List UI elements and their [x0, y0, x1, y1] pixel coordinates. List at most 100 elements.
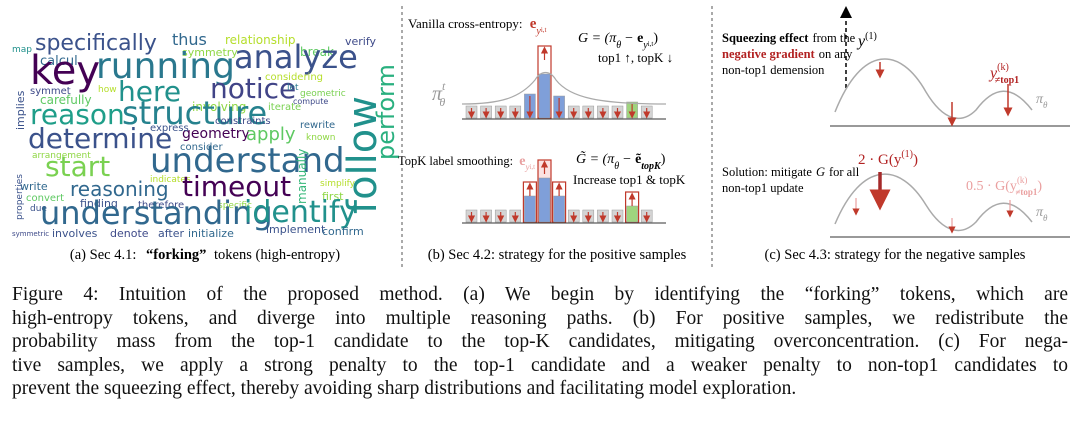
curve — [834, 173, 1033, 232]
subscript: θ — [616, 40, 621, 51]
formula: G̃ = (πθ − ẽtopK) — [576, 151, 666, 172]
text: ) — [1037, 179, 1042, 194]
subscript: ≠top1 — [1015, 187, 1037, 197]
word: timeout — [182, 170, 291, 203]
word: iterate — [268, 102, 301, 113]
symbol: π — [1036, 205, 1044, 220]
word: structure — [122, 94, 267, 132]
policy-label: πθ — [1036, 205, 1048, 223]
word: map — [12, 45, 32, 55]
word: understand — [150, 141, 345, 181]
distribution-curves — [830, 58, 1070, 238]
word: how — [98, 85, 117, 95]
subscript: ≠top1 — [995, 75, 1019, 86]
word: first — [322, 190, 344, 203]
word: analyze — [234, 38, 358, 76]
caption-line: tive samples, we apply a strong penalty … — [12, 354, 1068, 376]
word: denote — [110, 227, 149, 240]
word: thus — [172, 30, 207, 49]
word: specific — [218, 201, 252, 211]
operator: − — [623, 152, 631, 167]
word: here — [118, 75, 181, 108]
word: geometry — [182, 126, 250, 142]
curve — [461, 71, 667, 105]
text: on any — [819, 47, 853, 61]
effect-line: Squeezing effect from the — [722, 31, 856, 45]
word: symmet — [30, 86, 71, 97]
formula-part: G̃ = (π — [576, 151, 615, 167]
word: specifically — [35, 31, 157, 56]
curve — [834, 58, 1033, 119]
word: due — [30, 204, 47, 214]
word: consider — [180, 142, 223, 153]
word: indicates — [150, 175, 191, 185]
formula-part: ) — [653, 31, 658, 46]
subscript: θ — [1043, 100, 1048, 110]
word: reasoning — [70, 177, 169, 201]
formula: G = (πθ − eyi,t) — [578, 31, 658, 51]
figure-caption: Figure 4: Intuition of the proposed meth… — [12, 283, 1068, 401]
word: therefore — [138, 200, 184, 211]
weak-penalty: 0.5 · G(y(k) ≠top1) — [966, 175, 1042, 197]
vanilla-label: Vanilla cross-entropy: eyi,t — [408, 16, 547, 37]
subscript: i,t — [648, 40, 654, 48]
subscript: y — [535, 26, 541, 37]
text: 0.5 · G(y — [966, 179, 1017, 194]
subscript: θ — [614, 161, 619, 172]
word: rewrite — [300, 120, 335, 131]
word: express — [150, 123, 189, 134]
word: reason — [30, 98, 125, 131]
word: initialize — [188, 227, 234, 240]
token-distributions — [461, 45, 667, 223]
word: convert — [26, 193, 64, 204]
caption-rest: tokens (high-entropy) — [214, 247, 340, 263]
figure: specifically thus relationship break verify m… — [12, 6, 1070, 268]
word: calcul — [40, 54, 78, 69]
superscript: (k) — [1017, 175, 1028, 185]
word: break — [300, 45, 334, 59]
word: geometric — [300, 89, 346, 99]
word: identify — [244, 195, 357, 230]
caption-line: probability mass from the top-1 candidat… — [12, 331, 1068, 353]
symbol: y — [856, 33, 866, 50]
symbol: π — [1036, 92, 1044, 107]
word-cloud: specifically thus relationship break verify m… — [12, 30, 400, 240]
caption-line: high-entropy tokens, and diverge into mu… — [12, 307, 1068, 329]
other-label: y(k) ≠top1 — [988, 62, 1019, 86]
solution-line: non-top1 update — [722, 181, 804, 195]
red-text: negative gradient — [722, 47, 816, 61]
superscript: t — [442, 79, 446, 93]
subscript: topK — [641, 161, 662, 172]
token-bar — [626, 205, 638, 223]
word: understanding — [40, 194, 273, 232]
word: follow — [340, 96, 386, 214]
word: simplify — [320, 179, 356, 189]
word: compute — [293, 97, 328, 106]
symbol: ẽ — [635, 152, 641, 167]
word: write — [20, 180, 48, 193]
target-label: y(1) — [856, 31, 877, 50]
word: running — [96, 46, 235, 87]
word: after — [158, 227, 185, 240]
superscript: (1) — [865, 31, 877, 42]
word: arrangement — [32, 151, 91, 161]
word: verify — [345, 35, 377, 48]
symbol: π — [432, 83, 443, 105]
word: carefully — [40, 93, 92, 107]
caption-line: Figure 4: Intuition of the proposed meth… — [12, 284, 1068, 305]
subscript: θ — [439, 95, 445, 109]
text: 2 · G(y — [858, 152, 902, 168]
token-bar — [524, 195, 536, 223]
caption-label: (a) Sec 4.1: — [70, 247, 136, 263]
subscript: θ — [1043, 213, 1048, 223]
superscript: (k) — [997, 62, 1009, 73]
symbol: e — [530, 16, 537, 32]
note: top1 ↑, topK ↓ — [598, 50, 673, 65]
word: involves — [52, 227, 98, 240]
note: Increase top1 & topK — [573, 172, 686, 187]
word: manually — [295, 149, 309, 204]
symbol: G — [816, 165, 825, 179]
word: confirm — [322, 225, 364, 238]
